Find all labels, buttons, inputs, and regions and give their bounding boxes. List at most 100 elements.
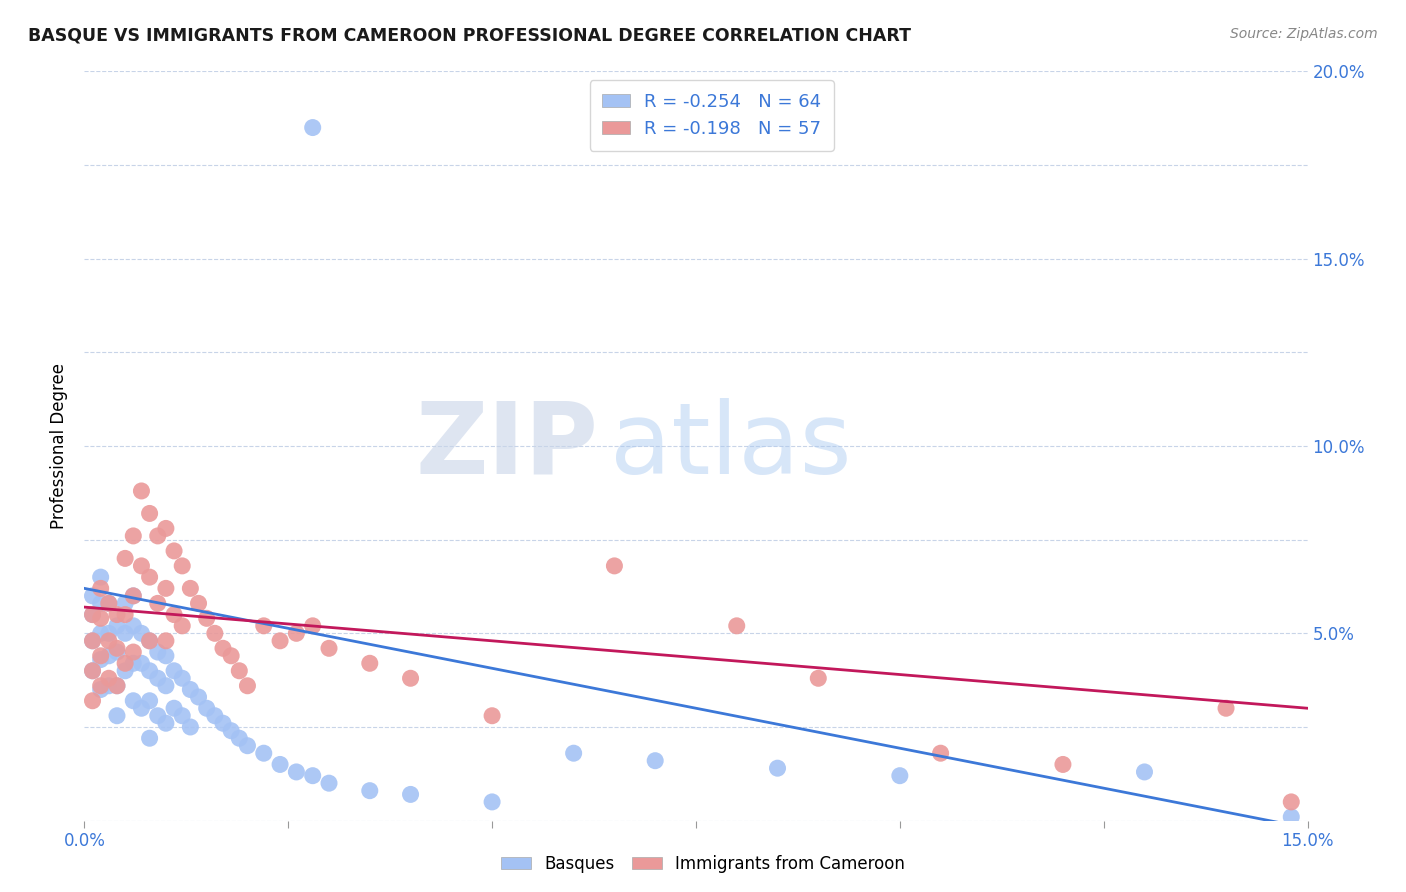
Point [97, 671, 120, 685]
Point [269, 633, 291, 648]
Point [82, 694, 104, 708]
Point [1052, 757, 1074, 772]
Point [146, 529, 169, 543]
Point [146, 671, 169, 685]
Legend: Basques, Immigrants from Cameroon: Basques, Immigrants from Cameroon [495, 848, 911, 880]
Point [105, 607, 128, 622]
Point [90, 582, 112, 596]
Point [90, 682, 112, 697]
Legend: R = -0.254   N = 64, R = -0.198   N = 57: R = -0.254 N = 64, R = -0.198 N = 57 [589, 80, 834, 151]
Point [138, 507, 160, 521]
Point [318, 776, 340, 790]
Point [114, 626, 136, 640]
Point [172, 671, 194, 685]
Point [212, 716, 235, 731]
Point [146, 708, 169, 723]
Point [155, 679, 177, 693]
Point [1279, 810, 1302, 824]
Point [138, 731, 160, 746]
Point [155, 716, 177, 731]
Point [122, 589, 145, 603]
Point [97, 633, 120, 648]
Point [163, 544, 186, 558]
Point [122, 694, 145, 708]
Point [481, 795, 503, 809]
Point [82, 664, 104, 678]
Point [82, 633, 104, 648]
Point [172, 558, 194, 573]
Point [195, 611, 218, 625]
Point [253, 619, 276, 633]
Point [97, 679, 120, 693]
Point [97, 626, 120, 640]
Point [236, 679, 259, 693]
Point [138, 570, 160, 584]
Point [318, 641, 340, 656]
Point [204, 708, 226, 723]
Text: atlas: atlas [610, 398, 852, 494]
Point [138, 633, 160, 648]
Point [90, 652, 112, 666]
Point [481, 708, 503, 723]
Point [889, 769, 911, 783]
Point [163, 701, 186, 715]
Point [114, 664, 136, 678]
Point [105, 641, 128, 656]
Point [269, 757, 291, 772]
Point [105, 645, 128, 659]
Point [228, 731, 250, 746]
Point [122, 589, 145, 603]
Point [212, 641, 235, 656]
Point [359, 657, 381, 671]
Point [82, 607, 104, 622]
Point [114, 607, 136, 622]
Point [122, 645, 145, 659]
Point [82, 664, 104, 678]
Point [122, 619, 145, 633]
Point [285, 764, 308, 779]
Point [187, 690, 209, 704]
Point [146, 596, 169, 610]
Point [179, 682, 201, 697]
Point [131, 626, 153, 640]
Y-axis label: Professional Degree: Professional Degree [51, 363, 69, 529]
Point [105, 708, 128, 723]
Point [90, 611, 112, 625]
Point [172, 708, 194, 723]
Point [114, 551, 136, 566]
Point [90, 679, 112, 693]
Point [105, 619, 128, 633]
Point [138, 664, 160, 678]
Text: ZIP: ZIP [415, 398, 598, 494]
Point [204, 626, 226, 640]
Point [359, 783, 381, 797]
Point [90, 570, 112, 584]
Text: BASQUE VS IMMIGRANTS FROM CAMEROON PROFESSIONAL DEGREE CORRELATION CHART: BASQUE VS IMMIGRANTS FROM CAMEROON PROFE… [28, 27, 911, 45]
Point [82, 633, 104, 648]
Point [97, 596, 120, 610]
Point [114, 596, 136, 610]
Point [105, 679, 128, 693]
Point [644, 754, 666, 768]
Text: Source: ZipAtlas.com: Source: ZipAtlas.com [1230, 27, 1378, 41]
Point [219, 723, 242, 738]
Point [138, 633, 160, 648]
Point [97, 596, 120, 610]
Point [399, 788, 422, 802]
Point [725, 619, 748, 633]
Point [90, 626, 112, 640]
Point [146, 645, 169, 659]
Point [399, 671, 422, 685]
Point [187, 596, 209, 610]
Point [155, 648, 177, 663]
Point [1279, 795, 1302, 809]
Point [131, 701, 153, 715]
Point [90, 648, 112, 663]
Point [228, 664, 250, 678]
Point [285, 626, 308, 640]
Point [195, 701, 218, 715]
Point [114, 657, 136, 671]
Point [131, 558, 153, 573]
Point [122, 657, 145, 671]
Point [929, 746, 952, 760]
